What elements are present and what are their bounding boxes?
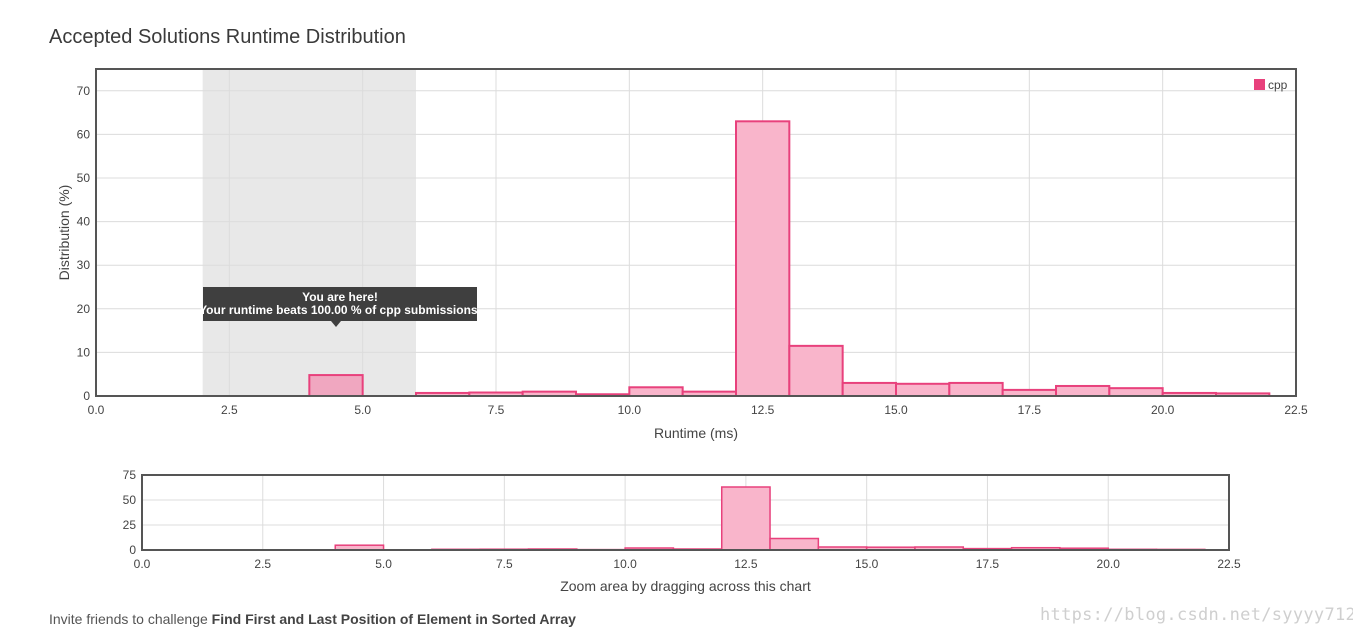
y-axis-title: Distribution (%): [56, 185, 72, 281]
tooltip-line-2: Your runtime beats 100.00 % of cpp submi…: [199, 303, 481, 317]
bar: [841, 381, 898, 398]
x-tick-label: 5.0: [354, 403, 371, 417]
x-tick-label: 20.0: [1151, 403, 1175, 417]
x-tick-label: 7.5: [496, 557, 513, 571]
selected-range: [202, 69, 416, 396]
x-tick-label: 15.0: [884, 403, 908, 417]
tooltip-box: [203, 287, 477, 321]
main-chart[interactable]: 0.0 2.5 5.0 7.5 10.0 12.5 15.0 17.5 20.0 22.5 0 10 2…: [56, 68, 1308, 441]
x-tick-label: 0.0: [134, 557, 151, 571]
y-tick-label: 0: [83, 389, 90, 403]
x-tick-label: 17.5: [1018, 403, 1042, 417]
bar: [895, 382, 951, 397]
bar: [720, 486, 771, 551]
plot-frame: [95, 68, 1297, 397]
footer: Invite friends to challenge Find First a…: [49, 611, 576, 627]
y-tick-label: 40: [77, 215, 91, 229]
bar: [735, 120, 791, 397]
y-tick-label: 20: [77, 302, 91, 316]
bar: [1055, 384, 1111, 397]
y-tick-label: 25: [123, 518, 137, 532]
x-tick-label: 20.0: [1097, 557, 1121, 571]
bar: [788, 344, 844, 397]
legend: cpp: [1254, 78, 1288, 92]
x-tick-label: 10.0: [613, 557, 637, 571]
y-tick-label: 50: [123, 493, 137, 507]
you-are-here-tooltip: You are here!Your runtime beats 100.00 %…: [199, 287, 481, 327]
x-tick-label: 2.5: [221, 403, 238, 417]
bar: [948, 381, 1004, 398]
x-tick-label: 7.5: [488, 403, 505, 417]
bar: [1108, 387, 1164, 398]
x-tick-label: 10.0: [618, 403, 642, 417]
chart-title: Accepted Solutions Runtime Distribution: [49, 26, 406, 48]
legend-label: cpp: [1268, 78, 1288, 92]
x-tick-label: 15.0: [855, 557, 879, 571]
bar: [769, 537, 820, 551]
y-tick-label: 70: [77, 84, 91, 98]
bar: [308, 374, 364, 397]
tooltip-line-1: You are here!: [302, 290, 378, 304]
y-tick-label: 75: [123, 468, 137, 482]
problem-link[interactable]: Find First and Last Position of Element …: [211, 611, 576, 627]
y-tick-label: 60: [77, 127, 91, 141]
x-tick-label: 22.5: [1284, 403, 1308, 417]
y-tick-label: 30: [77, 258, 91, 272]
watermark: https://blog.csdn.net/syyyy712: [1040, 605, 1353, 625]
x-tick-label: 22.5: [1217, 557, 1241, 571]
footer-prefix: Invite friends to challenge: [49, 611, 208, 627]
plot-frame: [141, 474, 1230, 551]
y-tick-label: 10: [77, 345, 91, 359]
navigator-chart[interactable]: 0.0 2.5 5.0 7.5 10.0 12.5 15.0 17.5 20.0 22.5 0 25 5…: [123, 468, 1241, 594]
x-axis-title: Runtime (ms): [654, 425, 738, 441]
x-tick-label: 5.0: [375, 557, 392, 571]
x-tick-label: 12.5: [734, 557, 758, 571]
y-tick-label: 50: [77, 171, 91, 185]
x-tick-label: 12.5: [751, 403, 775, 417]
x-tick-label: 0.0: [88, 403, 105, 417]
x-tick-label: 17.5: [976, 557, 1000, 571]
y-tick-label: 0: [129, 543, 136, 557]
legend-swatch: [1254, 79, 1265, 90]
bar: [628, 386, 684, 397]
tooltip-pointer: [331, 321, 341, 327]
x-axis-title: Zoom area by dragging across this chart: [560, 578, 811, 594]
x-tick-label: 2.5: [254, 557, 271, 571]
